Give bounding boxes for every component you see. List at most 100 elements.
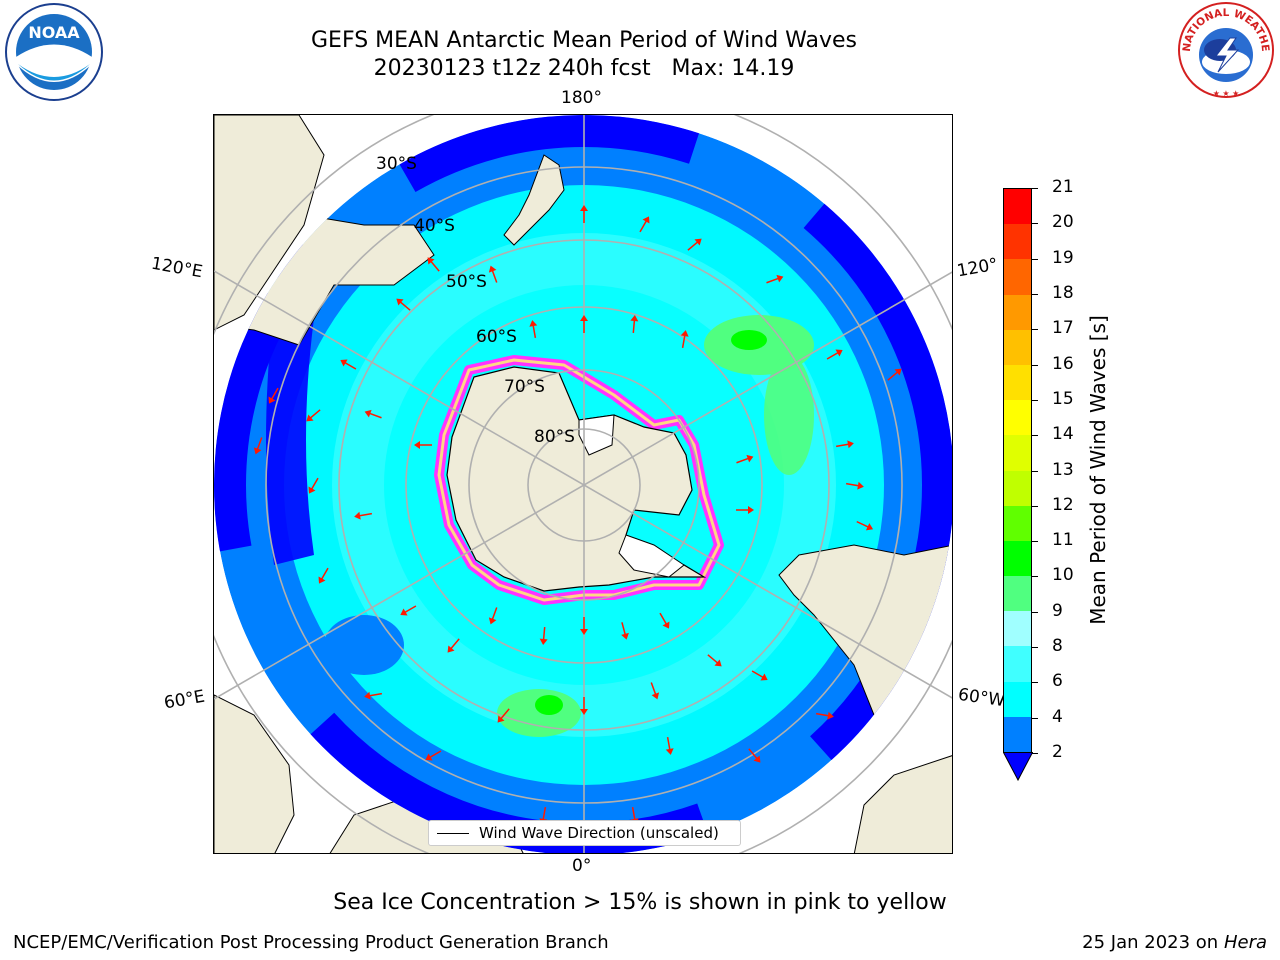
arrow xyxy=(665,736,674,755)
colorbar-tick-mark xyxy=(1032,188,1038,189)
arrow xyxy=(707,654,722,667)
colorbar-tick-label: 11 xyxy=(1052,530,1074,551)
nws-logo: NATIONAL WEATHER SERVICE ★ ★ ★ xyxy=(1172,0,1276,100)
colorbar-tick-mark xyxy=(1032,611,1038,613)
map-panel: 30°S 40°S 50°S 60°S 70°S 80°S Wind Wave … xyxy=(213,114,953,854)
arrow xyxy=(364,409,382,419)
colorbar-swatch xyxy=(1004,611,1031,647)
arrow xyxy=(687,238,702,251)
map-legend: Wind Wave Direction (unscaled) xyxy=(428,820,741,846)
colorbar-tick-mark xyxy=(1032,541,1038,543)
arrow xyxy=(736,454,754,464)
lon-label-60w: 60°W xyxy=(956,684,1007,712)
arrow xyxy=(751,670,768,681)
colorbar xyxy=(1003,188,1032,753)
colorbar-swatch xyxy=(1004,505,1031,541)
colorbar-tick-label: 14 xyxy=(1052,424,1074,445)
colorbar-tick-mark xyxy=(1032,293,1038,295)
colorbar-swatch xyxy=(1004,294,1031,330)
colorbar-swatch xyxy=(1004,540,1031,577)
arrow xyxy=(447,638,460,653)
colorbar-tick-label: 17 xyxy=(1052,318,1074,339)
graticule xyxy=(214,115,952,853)
lat-label-60s: 60°S xyxy=(476,327,517,347)
colorbar-tick-label: 20 xyxy=(1052,212,1074,233)
sea-ice-note: Sea Ice Concentration > 15% is shown in … xyxy=(333,890,947,915)
colorbar-tick-mark xyxy=(1032,329,1038,331)
colorbar-tick-label: 21 xyxy=(1052,177,1074,197)
colorbar-swatch xyxy=(1004,646,1031,682)
lat-label-80s: 80°S xyxy=(534,427,575,447)
wind-wave-arrows xyxy=(253,205,902,825)
arrow xyxy=(580,205,588,223)
lon-label-120w: 120° xyxy=(955,254,1000,282)
footer-date-text: 25 Jan 2023 on xyxy=(1082,932,1224,953)
arrow xyxy=(427,257,440,272)
colorbar-swatch xyxy=(1004,716,1031,752)
colorbar-swatch xyxy=(1004,329,1031,365)
arrow xyxy=(887,368,902,381)
arrow xyxy=(845,481,864,490)
colorbar-swatch xyxy=(1004,400,1031,436)
colorbar-tick-mark xyxy=(1032,470,1038,472)
colorbar-tick-label: 6 xyxy=(1052,671,1063,692)
arrow xyxy=(400,605,417,616)
colorbar-tick-label: 8 xyxy=(1052,636,1063,657)
title-line-2: 20230123 t12z 240h fcst Max: 14.19 xyxy=(373,56,795,81)
arrow xyxy=(650,682,660,700)
arrow xyxy=(425,750,442,761)
arrow xyxy=(748,748,761,763)
colorbar-tick-label: 19 xyxy=(1052,247,1074,268)
lon-label-120e: 120°E xyxy=(149,253,205,283)
lat-label-40s: 40°S xyxy=(414,216,455,236)
lon-label-60e: 60°E xyxy=(162,686,207,714)
arrow xyxy=(835,440,854,449)
colorbar-tick-mark xyxy=(1032,223,1038,225)
chart-title: GEFS MEAN Antarctic Mean Period of Wind … xyxy=(0,27,1168,83)
footer-host: Hera xyxy=(1223,932,1267,953)
colorbar-tick-mark xyxy=(1032,435,1038,437)
arrow xyxy=(766,274,784,284)
latitude-labels: 30°S 40°S 50°S 60°S 70°S 80°S xyxy=(376,154,575,447)
footer-date: 25 Jan 2023 on Hera xyxy=(1082,932,1267,953)
arrow xyxy=(680,330,689,349)
arrow xyxy=(497,708,510,723)
colorbar-under-arrow xyxy=(1003,752,1033,782)
title-line-1: GEFS MEAN Antarctic Mean Period of Wind … xyxy=(311,28,857,53)
polar-map: 30°S 40°S 50°S 60°S 70°S 80°S xyxy=(214,115,952,853)
colorbar-label: Mean Period of Wind Waves [s] xyxy=(1086,315,1110,625)
colorbar-tick-label: 4 xyxy=(1052,706,1063,727)
arrow xyxy=(630,315,639,334)
antarctica xyxy=(434,355,724,605)
arrow xyxy=(826,349,843,360)
arrow xyxy=(580,697,588,715)
colorbar-swatch xyxy=(1004,435,1031,471)
colorbar-tick-mark xyxy=(1032,682,1038,684)
colorbar-tick-mark xyxy=(1032,753,1038,754)
noaa-logo-text: NOAA xyxy=(28,23,80,42)
arrow xyxy=(815,711,834,720)
arrow xyxy=(268,387,279,404)
lon-label-0: 0° xyxy=(572,856,592,876)
colorbar-tick-label: 2 xyxy=(1052,742,1063,762)
arrow xyxy=(340,359,357,370)
arrow xyxy=(659,612,670,629)
arrow xyxy=(621,622,629,640)
colorbar-tick-label: 13 xyxy=(1052,459,1074,480)
svg-text:★ ★ ★: ★ ★ ★ xyxy=(1213,89,1240,98)
colorbar-tick-label: 12 xyxy=(1052,494,1074,515)
lon-label-180: 180° xyxy=(561,88,602,108)
colorbar-tick-mark xyxy=(1032,364,1038,366)
arrow xyxy=(354,511,373,520)
lat-label-30s: 30°S xyxy=(376,154,417,174)
arrow xyxy=(856,520,874,531)
arrow xyxy=(736,506,754,514)
noaa-logo: NOAA xyxy=(4,2,104,102)
arrow xyxy=(580,617,588,635)
lat-label-50s: 50°S xyxy=(446,272,487,292)
colorbar-tick-mark xyxy=(1032,505,1038,507)
arrow xyxy=(308,477,319,494)
colorbar-tick-label: 15 xyxy=(1052,388,1074,409)
colorbar-swatch xyxy=(1004,364,1031,401)
colorbar-tick-label: 16 xyxy=(1052,353,1074,374)
